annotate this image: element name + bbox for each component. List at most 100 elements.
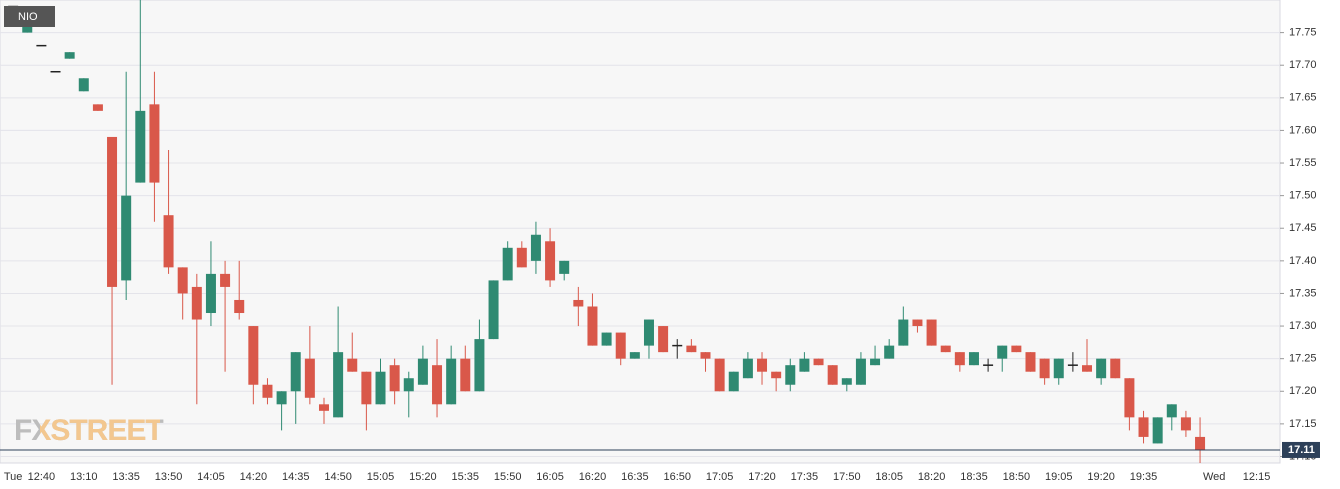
candle-body <box>177 267 188 294</box>
candle-body <box>926 319 937 346</box>
candle-body <box>545 241 556 281</box>
candle-body <box>333 352 344 418</box>
candle-body <box>1096 358 1107 379</box>
candle-body <box>1166 404 1177 418</box>
y-tick-label: 17.65 <box>1289 92 1317 104</box>
candle-body <box>107 136 118 287</box>
candle-body <box>1180 417 1191 431</box>
candle-body <box>559 260 570 274</box>
x-tick-label: 18:20 <box>918 471 946 483</box>
candle-body <box>1011 345 1022 353</box>
legend-label: NIO <box>18 11 38 23</box>
x-tick-label: 16:50 <box>663 471 691 483</box>
candle-body <box>121 195 132 281</box>
x-tick-label: 18:05 <box>875 471 903 483</box>
x-tick-label: 18:35 <box>960 471 988 483</box>
candle-body <box>1053 358 1064 379</box>
candle-body <box>375 371 386 405</box>
candle-body <box>347 358 358 372</box>
x-tick-label: 19:35 <box>1130 471 1158 483</box>
candle-body <box>742 358 753 379</box>
x-tick-label: 15:20 <box>409 471 437 483</box>
x-tick-label: 14:20 <box>240 471 268 483</box>
candle-body <box>502 247 513 281</box>
x-tick-label: 14:50 <box>324 471 352 483</box>
y-tick-label: 17.45 <box>1289 222 1317 234</box>
x-tick-label: 15:05 <box>367 471 395 483</box>
candle-body <box>643 319 654 346</box>
x-tick-label: 13:35 <box>112 471 140 483</box>
candle-body <box>714 358 725 392</box>
candle-body <box>1082 365 1093 372</box>
candle-body <box>1138 417 1149 437</box>
candle-body <box>658 326 669 353</box>
y-tick-label: 17.15 <box>1289 418 1317 430</box>
y-tick-label: 17.75 <box>1289 27 1317 39</box>
plot-area <box>0 0 1281 464</box>
y-tick-label: 17.20 <box>1289 385 1317 397</box>
candle-body <box>841 378 852 385</box>
candle-body <box>884 345 895 359</box>
x-tick-label: 16:35 <box>621 471 649 483</box>
x-tick-label: 13:10 <box>70 471 98 483</box>
y-tick-label: 17.25 <box>1289 353 1317 365</box>
watermark-accent: FXSTREET <box>14 414 163 447</box>
candle-body <box>276 391 287 405</box>
candle-body <box>629 352 640 359</box>
candle-body <box>530 234 541 261</box>
x-tick-label: 16:20 <box>579 471 607 483</box>
candle-body <box>92 104 103 111</box>
candle-body <box>587 306 598 346</box>
candle-body <box>248 326 259 385</box>
x-tick-label: 13:50 <box>155 471 183 483</box>
y-tick-label: 17.40 <box>1289 255 1317 267</box>
y-tick-label: 17.35 <box>1289 287 1317 299</box>
candle-body <box>870 358 881 366</box>
last-price-box <box>1282 441 1320 458</box>
candle-body <box>728 371 739 392</box>
x-tick-label: 14:05 <box>197 471 225 483</box>
watermark: FXSTREET <box>14 414 163 447</box>
candle-body <box>700 352 711 359</box>
x-tick-label: Tue <box>4 471 23 483</box>
x-tick-label: 17:20 <box>748 471 776 483</box>
candle-body <box>262 384 273 398</box>
candle-body <box>191 286 202 320</box>
candle-body <box>318 404 329 411</box>
y-tick-label: 17.70 <box>1289 59 1317 71</box>
x-tick-label: 18:50 <box>1003 471 1031 483</box>
y-tick-label: 17.50 <box>1289 190 1317 202</box>
axes: 17.1017.1517.2017.2517.3017.3517.4017.45… <box>4 27 1320 483</box>
candle-body <box>757 358 768 372</box>
y-tick-label: 17.30 <box>1289 320 1317 332</box>
candle-body <box>855 358 866 385</box>
legend-box <box>4 6 55 27</box>
candle-body <box>898 319 909 346</box>
candle-body <box>474 339 485 392</box>
candle-body <box>1110 358 1121 379</box>
candle-body <box>64 52 75 59</box>
x-tick-label: Wed <box>1203 471 1225 483</box>
candle-body <box>954 352 965 366</box>
y-tick-label: 17.60 <box>1289 124 1317 136</box>
x-tick-label: 15:50 <box>494 471 522 483</box>
candle-body <box>361 371 372 405</box>
candle-body <box>78 78 89 92</box>
candle-body <box>417 358 428 385</box>
candle-body <box>432 365 443 405</box>
candle-body <box>135 110 146 183</box>
candle-body <box>827 365 838 385</box>
x-tick-label: 19:05 <box>1045 471 1073 483</box>
candle-body <box>912 319 923 327</box>
x-tick-label: 14:35 <box>282 471 310 483</box>
y-tick-label: 17.55 <box>1289 157 1317 169</box>
candle-body <box>1152 417 1163 444</box>
candle-body <box>799 358 810 372</box>
candle-body <box>686 345 697 353</box>
candle-body <box>22 26 33 33</box>
x-tick-label: 12:15 <box>1243 471 1271 483</box>
candle-body <box>615 332 626 359</box>
candle-body <box>1039 358 1050 379</box>
candle-body <box>446 358 457 405</box>
